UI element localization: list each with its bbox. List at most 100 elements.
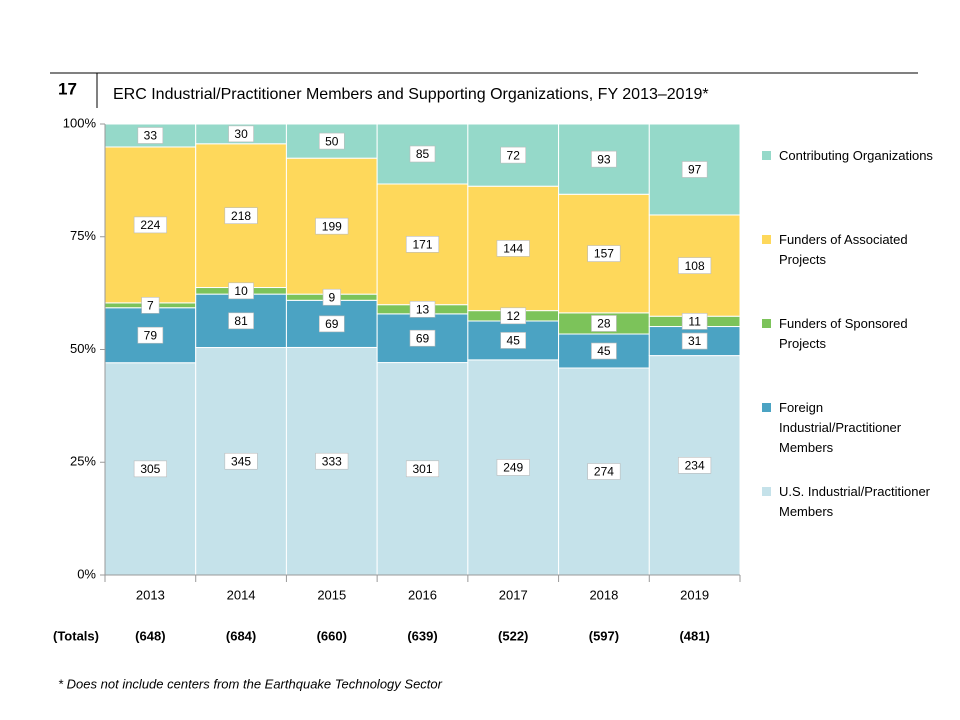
legend-swatch bbox=[762, 235, 771, 244]
data-label: 199 bbox=[322, 219, 342, 233]
bar-segment bbox=[467, 123, 560, 187]
data-label-box bbox=[681, 313, 708, 330]
data-label: 11 bbox=[688, 315, 701, 329]
legend-label: Contributing Organizations bbox=[779, 148, 933, 163]
data-label-box bbox=[228, 125, 254, 143]
data-label: 9 bbox=[328, 290, 335, 304]
data-label-box bbox=[678, 257, 712, 274]
data-label-box bbox=[224, 452, 258, 470]
data-label-box bbox=[681, 161, 708, 178]
data-label-box bbox=[496, 240, 530, 257]
data-label: 45 bbox=[597, 344, 611, 358]
legend-swatch bbox=[762, 319, 771, 328]
data-label: 345 bbox=[231, 454, 251, 468]
total-label: (597) bbox=[589, 628, 619, 643]
data-label: 31 bbox=[688, 334, 702, 348]
data-label: 171 bbox=[412, 238, 432, 252]
data-label-box bbox=[587, 245, 621, 262]
data-label: 93 bbox=[597, 152, 611, 166]
data-label-box bbox=[496, 459, 530, 476]
data-label: 249 bbox=[503, 461, 523, 475]
total-label: (522) bbox=[498, 628, 528, 643]
data-label: 157 bbox=[594, 247, 614, 261]
x-tick-label: 2013 bbox=[136, 587, 165, 602]
total-label: (660) bbox=[317, 628, 347, 643]
y-tick-label: 100% bbox=[63, 115, 97, 130]
data-label: 10 bbox=[234, 284, 248, 298]
total-label: (684) bbox=[226, 628, 256, 643]
data-label-box bbox=[137, 326, 164, 344]
data-label-box bbox=[409, 329, 436, 347]
data-label: 69 bbox=[416, 331, 430, 345]
data-label-box bbox=[500, 146, 527, 164]
data-label-box bbox=[405, 460, 440, 478]
data-label: 97 bbox=[688, 163, 702, 177]
data-label-box bbox=[500, 307, 527, 325]
data-label: 305 bbox=[140, 462, 160, 476]
data-label: 79 bbox=[144, 328, 158, 342]
data-label-box bbox=[228, 312, 254, 330]
total-label: (481) bbox=[679, 628, 709, 643]
y-tick-label: 25% bbox=[70, 454, 96, 469]
total-label: (648) bbox=[135, 628, 165, 643]
y-tick-label: 0% bbox=[77, 566, 96, 581]
total-label: (639) bbox=[407, 628, 437, 643]
data-label: 28 bbox=[597, 317, 611, 331]
data-label-box bbox=[315, 217, 349, 235]
footnote: * Does not include centers from the Eart… bbox=[58, 676, 443, 691]
data-label-box bbox=[318, 132, 345, 150]
data-label-box bbox=[591, 150, 617, 168]
x-tick-label: 2018 bbox=[589, 587, 618, 602]
data-label: 12 bbox=[507, 309, 521, 323]
data-label: 333 bbox=[322, 454, 342, 468]
data-label: 69 bbox=[325, 317, 339, 331]
data-label: 45 bbox=[507, 334, 521, 348]
legend-label: Funders of Associated Projects bbox=[779, 232, 908, 267]
data-label: 13 bbox=[416, 302, 430, 316]
data-label-box bbox=[228, 282, 254, 300]
data-label-box bbox=[409, 145, 436, 163]
data-label-box bbox=[315, 452, 349, 470]
totals-label: (Totals) bbox=[53, 628, 99, 643]
data-label-box bbox=[678, 456, 712, 474]
data-label: 144 bbox=[503, 242, 523, 256]
data-label-box bbox=[318, 315, 345, 333]
figure-number: 17 bbox=[58, 79, 77, 98]
data-label-box bbox=[591, 342, 617, 360]
legend-label: U.S. Industrial/Practitioner Members bbox=[779, 484, 931, 519]
data-label-box bbox=[133, 460, 167, 478]
x-tick-label: 2016 bbox=[408, 587, 437, 602]
x-tick-label: 2014 bbox=[227, 587, 256, 602]
data-label: 81 bbox=[234, 314, 248, 328]
data-label: 72 bbox=[507, 148, 521, 162]
legend-swatch bbox=[762, 487, 771, 496]
x-tick-label: 2015 bbox=[317, 587, 346, 602]
legend-label: Funders of Sponsored Projects bbox=[779, 316, 908, 351]
data-label-box bbox=[137, 127, 164, 144]
x-tick-label: 2019 bbox=[680, 587, 709, 602]
data-label-box bbox=[224, 207, 258, 224]
x-tick-label: 2017 bbox=[499, 587, 528, 602]
data-label-box bbox=[681, 332, 708, 350]
data-label-box bbox=[405, 236, 440, 253]
data-label-box bbox=[500, 332, 527, 349]
data-label-box bbox=[409, 300, 436, 318]
chart-title: ERC Industrial/Practitioner Members and … bbox=[113, 86, 709, 103]
data-label: 30 bbox=[234, 127, 248, 141]
data-label: 218 bbox=[231, 209, 251, 223]
data-label-box bbox=[133, 216, 167, 234]
data-label: 234 bbox=[685, 458, 705, 472]
data-label: 7 bbox=[147, 298, 154, 312]
data-label: 301 bbox=[412, 462, 432, 476]
y-tick-label: 75% bbox=[70, 228, 96, 243]
data-label-box bbox=[322, 288, 341, 306]
data-label: 108 bbox=[685, 259, 705, 273]
legend-label: Foreign Industrial/Practitioner Members bbox=[779, 400, 902, 455]
data-label: 50 bbox=[325, 134, 339, 148]
data-label-box bbox=[141, 297, 160, 314]
data-label-box bbox=[587, 463, 621, 480]
legend-swatch bbox=[762, 403, 771, 412]
data-label-box bbox=[591, 315, 617, 332]
